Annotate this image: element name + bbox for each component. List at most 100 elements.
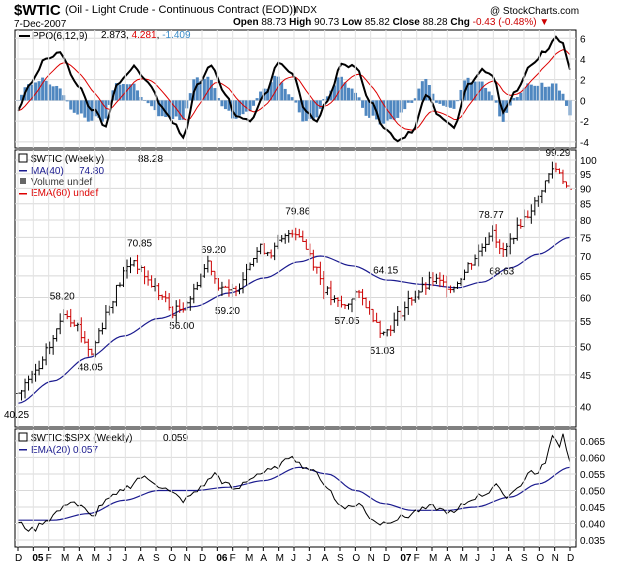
ppo-histogram-bar (195, 77, 199, 101)
x-tick-label: A (260, 553, 267, 564)
ppo-histogram-bar (121, 83, 125, 101)
price-ohlc-bar (547, 173, 551, 184)
ratio-panel: 0.065 0.060 0.055 0.050 0.045 0.040 0.035 $WTI… (14, 428, 605, 548)
price-ohlc-bar (550, 161, 555, 179)
ppo-histogram-bar (508, 100, 512, 106)
price-y-tick-label: 80 (580, 216, 592, 227)
ppo-histogram-bar (164, 100, 168, 118)
x-tick-label: J (490, 553, 495, 564)
price-ohlc-bar (121, 266, 126, 288)
ppo-histogram-bar (417, 88, 421, 101)
x-tick-label: F (230, 553, 236, 564)
x-tick-label: A (322, 553, 329, 564)
ppo-histogram-bar (357, 97, 361, 101)
price-ohlc-bar (23, 378, 27, 399)
price-panel: 40.25 48.05 58.20 70.85 56.00 69.20 59.20 79.86… (4, 148, 597, 428)
x-tick-label: O (536, 553, 544, 564)
price-y-tick-label: 70 (580, 252, 592, 263)
ppo-histogram-bar (413, 98, 417, 101)
ratio-y-tick-label: 0.040 (580, 520, 605, 531)
ppo-histogram-bar (325, 96, 329, 101)
ppo-panel: 6 4 2 0 -2 -4 PPO(6,12,9) (14, 29, 589, 149)
ppo-histogram-bar (118, 84, 122, 101)
ppo-legend-values: 2.873, 4.281, -1.409 (101, 30, 191, 41)
price-frame (14, 149, 577, 428)
price-legend-title: $WTIC (Weekly) (31, 154, 104, 165)
ppo-histogram-bar (550, 83, 554, 101)
price-ohlc-bar (466, 262, 470, 273)
price-ohlc-bar (206, 255, 210, 273)
ppo-histogram-bar (125, 84, 129, 101)
x-tick-label: 07 (400, 553, 412, 564)
ppo-histogram-bar (100, 100, 104, 122)
price-y-tick-label: 95 (580, 170, 592, 181)
price-ohlc-bar (364, 297, 368, 309)
price-ohlc-bar (504, 243, 509, 257)
x-tick-label: D (199, 553, 206, 564)
ppo-histogram-bar (255, 98, 259, 101)
price-ohlc-bar (452, 286, 456, 293)
price-ohlc-bar (417, 289, 421, 300)
ppo-histogram-bar (459, 89, 463, 101)
price-ohlc-bar (118, 282, 122, 288)
ppo-histogram-bar (378, 100, 382, 125)
price-ohlc-bar (83, 331, 87, 344)
price-ohlc-bar (163, 290, 168, 303)
price-ohlc-bar (420, 277, 425, 293)
price-annotation-label: 99.29 (545, 148, 570, 159)
price-ohlc-bar (114, 284, 119, 307)
ppo-histogram-bar (234, 100, 238, 119)
price-ohlc-bar (279, 235, 284, 243)
price-ohlc-bar (58, 313, 62, 335)
price-ohlc-bar (97, 328, 101, 344)
x-tick-label: D (383, 553, 390, 564)
ppo-legend-name: PPO(6,12,9) (32, 31, 88, 42)
price-ohlc-bar (191, 283, 196, 304)
x-tick-label: N (552, 553, 559, 564)
x-axis: D 05 F M A M J J A S O N D 06 F M A M J J A S O N D 07 F M A M J J A S O N D (15, 30, 574, 564)
ratio-legend-last: 0.059 (163, 433, 188, 444)
price-ohlc-bar (469, 262, 474, 270)
ppo-histogram-bar (371, 100, 375, 116)
price-ohlc-bar (304, 239, 309, 250)
price-ohlc-bar (248, 262, 252, 271)
price-ohlc-bar (357, 289, 361, 299)
price-ohlc-bar (209, 260, 214, 276)
ppo-histogram-bar (491, 95, 495, 101)
ppo-histogram-bar (153, 100, 157, 111)
ppo-histogram-bar (27, 84, 31, 101)
ema60-legend-name: EMA(60) undef (31, 188, 98, 199)
price-annotation-label: 59.20 (215, 306, 240, 317)
price-ohlc-bar (371, 308, 375, 323)
x-tick-label: N (368, 553, 375, 564)
price-ohlc-bar (543, 180, 548, 193)
ppo-histogram-bar (283, 88, 287, 101)
price-legend-last: 88.28 (138, 154, 163, 165)
price-y-tick-label: 65 (580, 272, 592, 283)
x-tick-label: S (521, 553, 528, 564)
price-legend-swatch (18, 153, 28, 163)
price-ohlc-bar (202, 264, 207, 278)
ppo-histogram-bar (171, 100, 175, 120)
price-ohlc-bar (406, 290, 411, 315)
price-ohlc-bar (142, 266, 147, 285)
price-ohlc-bar (227, 279, 231, 297)
ppo-histogram-bar (269, 82, 273, 101)
ema20-legend-swatch (19, 449, 27, 451)
price-ohlc-bar (174, 300, 179, 323)
ppo-histogram-bar (332, 85, 336, 101)
ppo-histogram-bar (266, 88, 270, 101)
ppo-histogram-bar (477, 81, 481, 101)
price-ohlc-bar (529, 204, 534, 224)
price-ohlc-bar (86, 338, 91, 357)
ppo-histogram-bar (396, 100, 400, 118)
price-ohlc-bar (65, 310, 70, 320)
price-ohlc-bar (160, 294, 164, 301)
price-ohlc-bar (100, 322, 105, 335)
ema20-legend-value: 0.057 (73, 445, 98, 456)
ppo-histogram-bar (392, 100, 396, 120)
price-ohlc-bar (132, 259, 136, 267)
price-ohlc-bar (167, 293, 171, 311)
x-tick-label: 06 (216, 553, 228, 564)
ppo-histogram-bar (533, 85, 537, 101)
